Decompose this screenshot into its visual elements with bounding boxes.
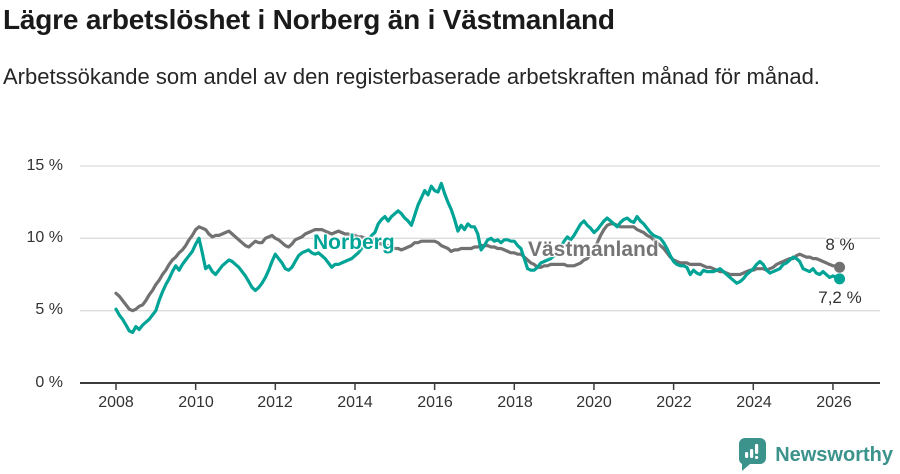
series-label-norberg: Norberg [313,231,395,254]
x-tick-label-2022: 2022 [656,394,692,411]
series-label-vastmanland: Västmanland [528,238,659,261]
x-tick-label-2024: 2024 [736,394,772,411]
end-value-label-vastmanland: 8 % [825,235,855,254]
y-tick-label-0: 0 % [35,374,63,391]
chart-subtitle: Arbetssökande som andel av den registerb… [3,64,820,89]
x-tick-label-2014: 2014 [337,394,373,411]
x-tick-label-2008: 2008 [98,394,134,411]
newsworthy-brand: Newsworthy [739,438,893,471]
y-tick-label-15: 15 % [26,157,63,174]
x-tick-label-2016: 2016 [417,394,453,411]
x-tick-label-2026: 2026 [816,394,852,411]
end-value-label-norberg: 7,2 % [818,288,862,307]
y-tick-label-5: 5 % [35,301,63,318]
x-tick-label-2018: 2018 [497,394,533,411]
newsworthy-logo-icon [739,438,767,471]
newsworthy-brand-text: Newsworthy [775,443,893,466]
x-tick-label-2010: 2010 [178,394,214,411]
x-tick-label-2012: 2012 [257,394,293,411]
x-tick-label-2020: 2020 [576,394,612,411]
y-tick-label-10: 10 % [26,229,63,246]
chart-title: Lägre arbetslöshet i Norberg än i Västma… [3,4,615,35]
